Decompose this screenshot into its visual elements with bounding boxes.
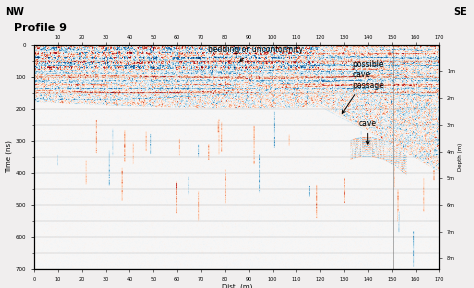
Text: possible
cave
passage: possible cave passage [342, 60, 384, 113]
X-axis label: Dist. (m): Dist. (m) [221, 283, 252, 288]
Text: bedding or unconformity: bedding or unconformity [208, 45, 303, 61]
Text: SE: SE [453, 7, 467, 17]
Text: NW: NW [5, 7, 24, 17]
Y-axis label: Depth (m): Depth (m) [458, 143, 463, 171]
Text: cave: cave [359, 119, 377, 144]
Y-axis label: Time (ns): Time (ns) [6, 141, 12, 173]
Text: Profile 9: Profile 9 [14, 23, 67, 33]
